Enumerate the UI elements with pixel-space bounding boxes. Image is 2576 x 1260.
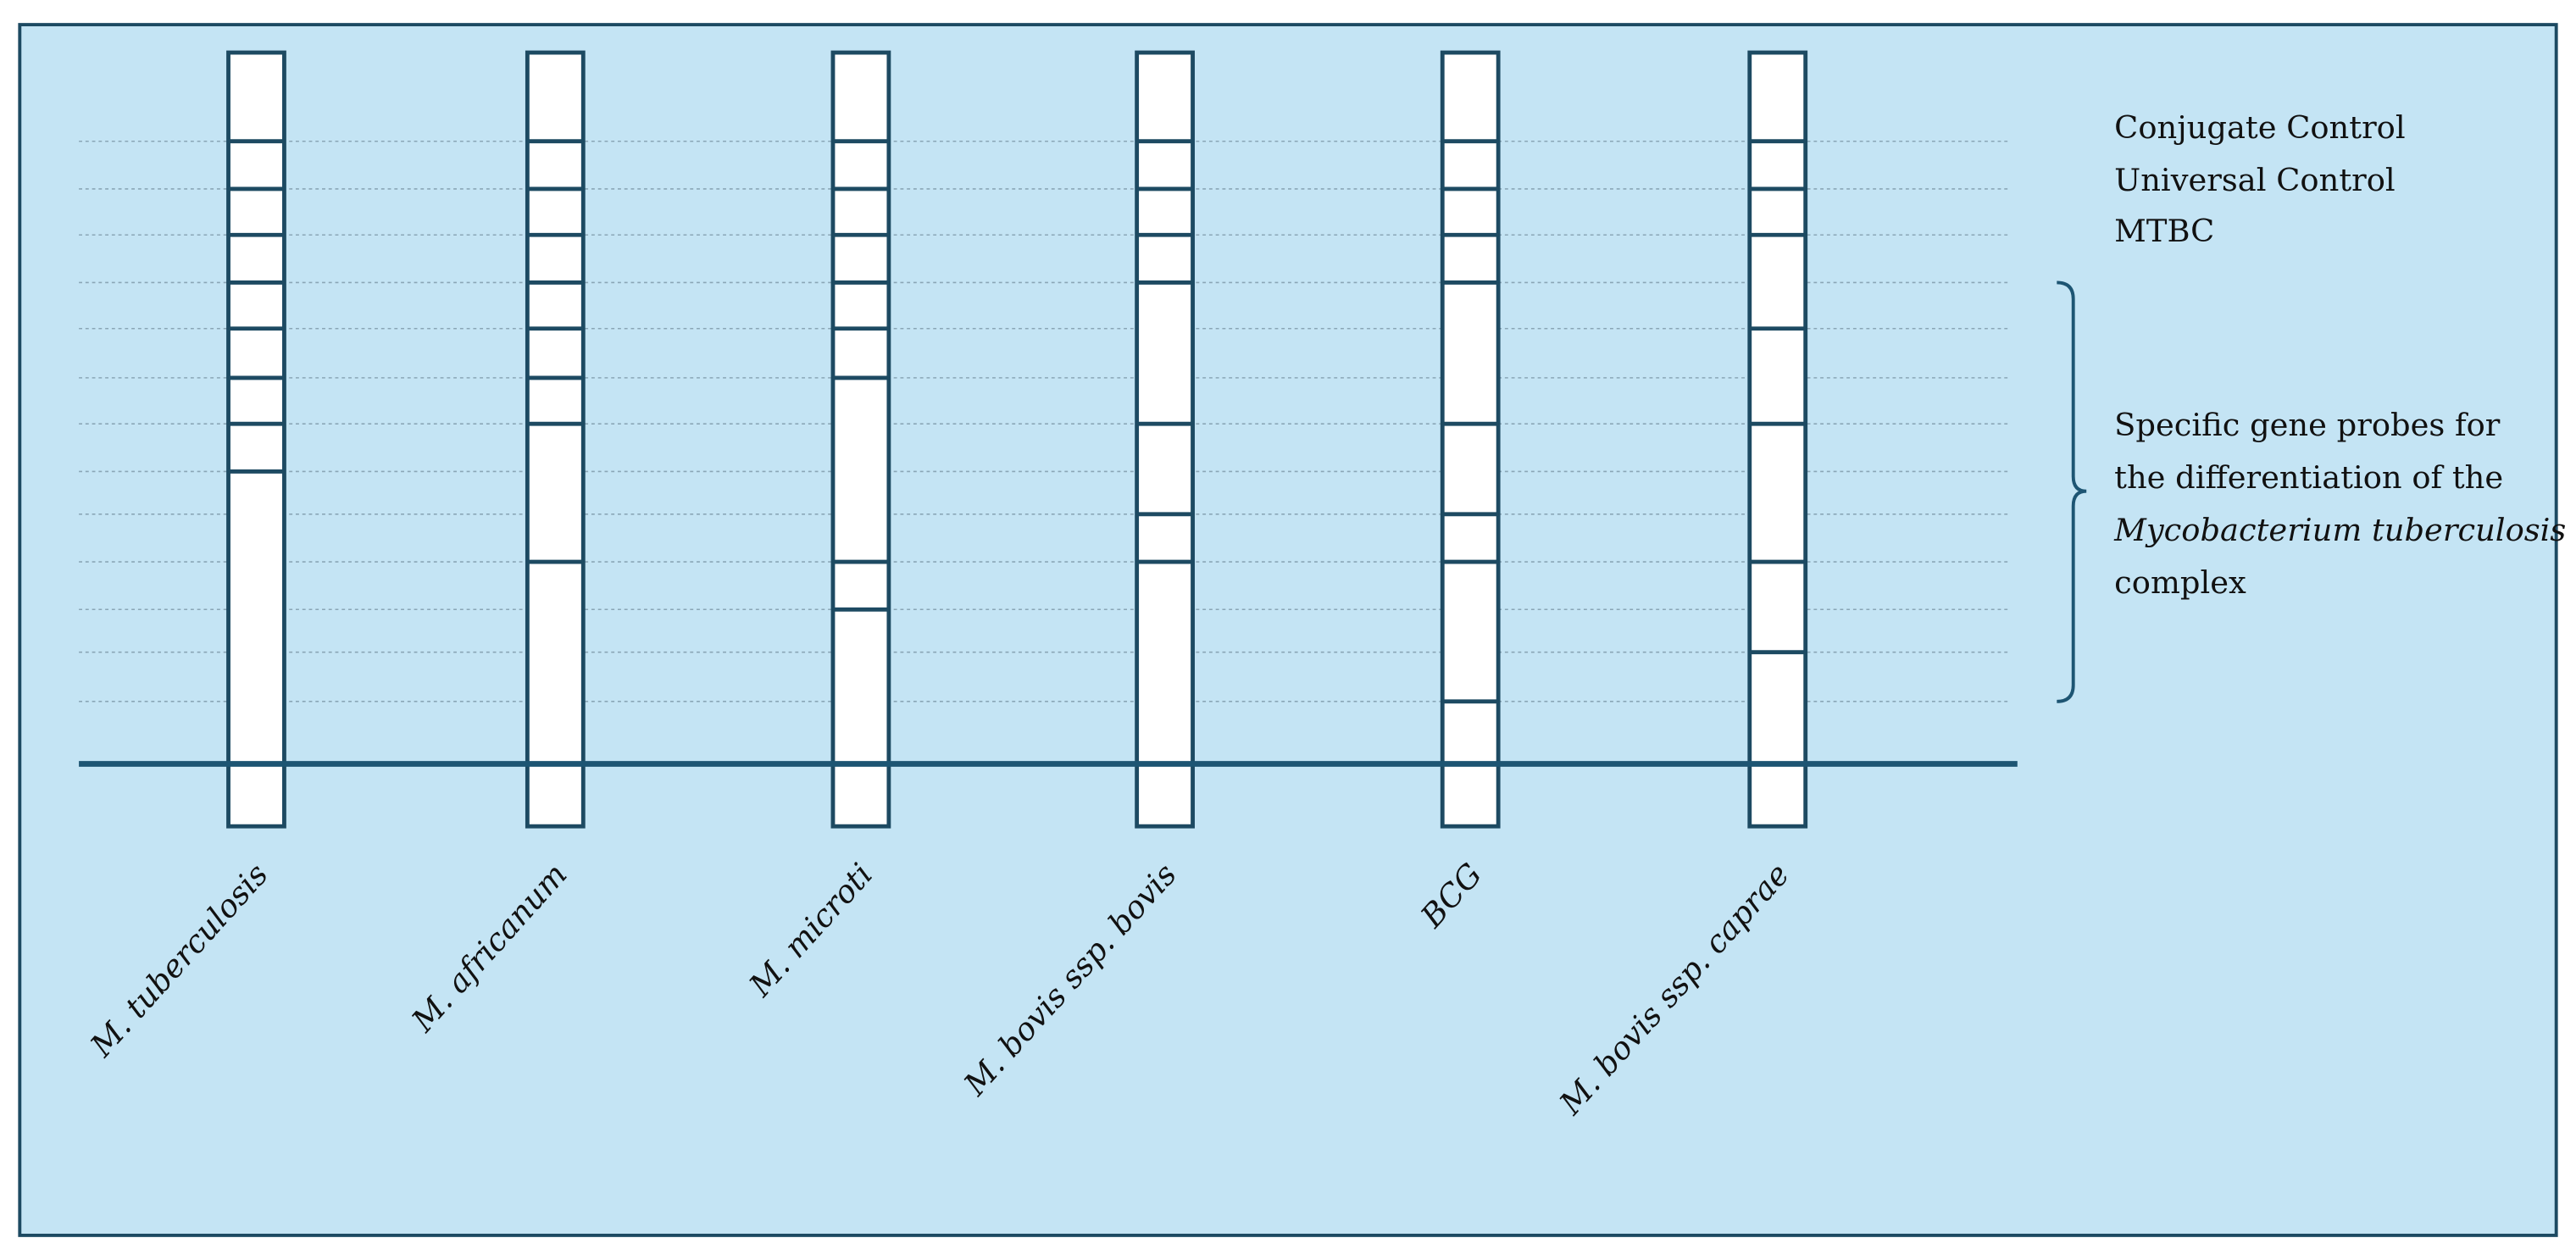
- probe-note: Specific gene probes for: [2114, 407, 2501, 443]
- control-label: Conjugate Control: [2114, 109, 2405, 146]
- probe-note: complex: [2114, 564, 2246, 601]
- strip: [226, 50, 286, 829]
- strip: [1440, 50, 1501, 829]
- frame: [18, 23, 2558, 1237]
- brace: [2057, 280, 2087, 703]
- control-label: MTBC: [2114, 213, 2214, 249]
- strip: [830, 50, 891, 829]
- strip: [525, 50, 586, 829]
- probe-note: the differentiation of the: [2114, 459, 2503, 496]
- control-label: Universal Control: [2114, 162, 2396, 198]
- strip: [1135, 50, 1195, 829]
- probe-note: Mycobacterium tuberculosis: [2113, 512, 2566, 548]
- strips: [226, 50, 1808, 829]
- strip: [1747, 50, 1808, 829]
